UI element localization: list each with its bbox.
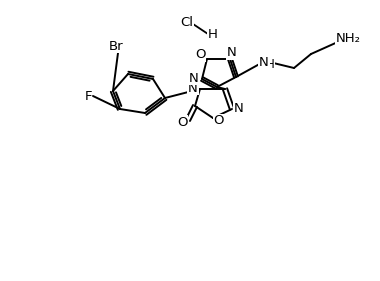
- Text: O: O: [177, 115, 187, 128]
- Text: NH₂: NH₂: [336, 33, 361, 46]
- Text: N: N: [259, 56, 269, 69]
- Text: N: N: [227, 46, 237, 60]
- Text: Br: Br: [109, 40, 124, 53]
- Text: F: F: [84, 90, 92, 103]
- Text: O: O: [214, 114, 224, 128]
- Text: H: H: [266, 58, 274, 71]
- Text: H: H: [208, 28, 218, 42]
- Text: O: O: [195, 49, 205, 62]
- Text: N: N: [188, 81, 198, 94]
- Text: N: N: [234, 101, 244, 114]
- Text: N: N: [189, 71, 199, 85]
- Text: Cl: Cl: [180, 17, 193, 30]
